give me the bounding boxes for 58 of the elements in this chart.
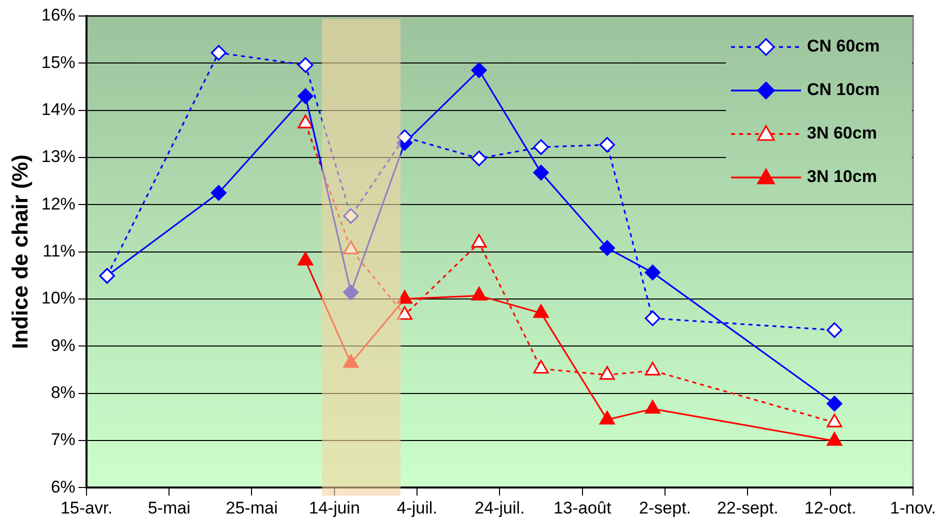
legend-label: CN 60cm <box>807 36 880 56</box>
y-tick-label: 10% <box>41 288 76 308</box>
point <box>471 286 487 300</box>
x-tick-label: 24-juil. <box>474 498 525 518</box>
y-tick-label: 11% <box>42 241 76 260</box>
point <box>471 234 487 248</box>
point <box>533 164 549 180</box>
point <box>298 57 314 73</box>
x-tick-label: 4-juil. <box>396 498 438 518</box>
x-tick-label: 25-mai <box>226 498 278 518</box>
point <box>599 136 615 153</box>
point <box>644 310 660 326</box>
point <box>210 185 226 201</box>
x-tick-label: 12-oct. <box>804 498 856 518</box>
y-tick-label: 12% <box>41 194 76 214</box>
point <box>343 284 359 300</box>
point <box>599 410 615 424</box>
point <box>826 322 842 338</box>
y-tick-label: 16% <box>41 6 76 25</box>
point <box>644 400 660 414</box>
point <box>533 304 549 318</box>
x-tick-label: 5-mai <box>148 498 190 518</box>
x-tick-label: 14-juin <box>308 498 360 518</box>
point <box>298 252 314 266</box>
x-tick-label: 22-sept. <box>716 498 778 518</box>
point <box>599 240 615 256</box>
point <box>599 366 615 380</box>
point <box>826 414 842 428</box>
point <box>826 432 842 446</box>
point <box>471 62 487 78</box>
point <box>343 208 359 224</box>
point <box>343 354 359 368</box>
point <box>396 129 412 145</box>
point <box>343 240 359 254</box>
x-tick-label: 2-sept. <box>639 498 692 518</box>
y-tick-label: 6% <box>50 477 76 496</box>
legend-label: 3N 60cm <box>807 124 877 143</box>
x-tick-label: 1-nov. <box>890 498 936 518</box>
point <box>644 362 660 376</box>
point <box>471 150 487 166</box>
point <box>396 290 412 304</box>
legend-label: 3N 10cm <box>807 167 877 186</box>
legend-label: CN 10cm <box>807 80 880 100</box>
y-axis-title: Indice de chair (%) <box>7 154 32 349</box>
y-tick-label: 15% <box>41 52 76 72</box>
x-tick-label: 13-août <box>554 498 612 518</box>
y-tick-label: 13% <box>41 147 76 166</box>
x-tick-label: 15-avr. <box>60 498 112 518</box>
point <box>533 139 549 155</box>
point <box>533 360 549 374</box>
point <box>644 264 660 280</box>
y-tick-label: 9% <box>50 336 76 355</box>
point <box>210 44 226 61</box>
point <box>396 306 412 320</box>
y-tick-label: 8% <box>50 382 76 402</box>
y-tick-label: 14% <box>41 100 76 120</box>
point <box>298 88 314 104</box>
y-tick-label: 7% <box>50 430 76 450</box>
